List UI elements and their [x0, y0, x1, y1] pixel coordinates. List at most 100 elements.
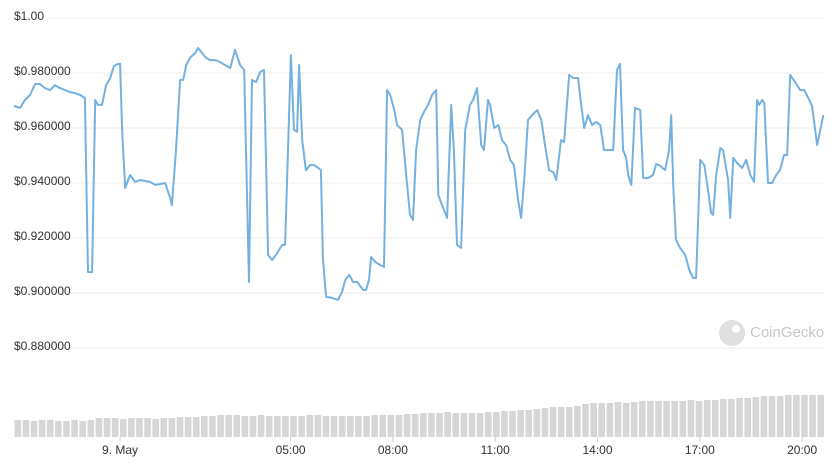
watermark-logo — [719, 320, 745, 346]
volume-bar — [817, 395, 824, 437]
watermark-logo-eye — [732, 325, 740, 333]
watermark-text: CoinGecko — [750, 324, 824, 341]
volume-bar — [136, 418, 143, 437]
volume-bar — [476, 413, 484, 437]
volume-bar — [525, 410, 533, 437]
volume-bar — [176, 417, 184, 437]
volume-bar — [71, 420, 78, 437]
volume-bar — [290, 416, 297, 437]
volume-bar — [338, 416, 346, 437]
volume-bar — [103, 418, 111, 437]
volume-bar — [111, 418, 119, 437]
volume-bar — [549, 407, 557, 437]
volume-bar — [14, 420, 22, 437]
volume-bar — [533, 409, 541, 437]
volume-bar — [233, 415, 241, 437]
volume-bar — [87, 420, 95, 437]
volume-bar — [501, 411, 508, 437]
volume-bar — [420, 413, 427, 437]
volume-bar — [663, 401, 670, 437]
volume-bar — [387, 415, 395, 437]
volume-bar — [209, 416, 216, 437]
volume-bar — [411, 414, 419, 437]
x-tick-label: 14:00 — [583, 443, 613, 457]
volume-bar — [306, 415, 314, 437]
volume-bar — [152, 419, 159, 437]
volume-bar — [444, 412, 451, 437]
price-line — [13, 47, 825, 301]
x-tick-label: 11:00 — [481, 443, 510, 457]
volume-bar — [428, 413, 435, 437]
volume-bar — [582, 404, 589, 437]
y-tick-label: $0.920000 — [14, 229, 71, 243]
volume-bar — [168, 418, 176, 437]
volume-bar — [801, 395, 808, 437]
volume-chart — [14, 395, 824, 437]
y-tick-label: $1.00 — [14, 9, 44, 23]
x-tick-label: 08:00 — [378, 443, 408, 457]
volume-bar — [679, 401, 687, 437]
volume-bar — [711, 400, 719, 437]
volume-bar — [565, 407, 573, 437]
volume-bar — [38, 420, 46, 437]
volume-bar — [728, 399, 735, 437]
volume-bar — [22, 420, 30, 437]
volume-bar — [720, 399, 727, 437]
x-tick-label: 05:00 — [276, 443, 306, 457]
volume-bar — [119, 419, 127, 437]
y-tick-label: $0.980000 — [14, 64, 71, 78]
volume-bar — [517, 410, 524, 437]
x-tick-label: 17:00 — [685, 443, 715, 457]
watermark: CoinGecko — [719, 320, 824, 346]
volume-bar — [671, 401, 679, 437]
volume-bar — [274, 416, 281, 437]
y-tick-label: $0.900000 — [14, 284, 71, 298]
volume-bar — [541, 408, 549, 437]
volume-bar — [144, 418, 151, 437]
volume-bar — [395, 415, 403, 437]
volume-bar — [460, 413, 468, 437]
volume-bar — [655, 401, 662, 437]
volume-bar — [776, 396, 784, 437]
volume-bar — [184, 417, 192, 437]
volume-bar — [557, 407, 565, 437]
volume-bar — [492, 412, 500, 437]
volume-bar — [638, 401, 646, 437]
volume-bar — [452, 413, 460, 437]
volume-bar — [687, 400, 695, 437]
volume-bar — [752, 397, 760, 437]
volume-bar — [217, 415, 224, 437]
volume-bar — [128, 418, 135, 437]
volume-bar — [379, 415, 387, 437]
volume-bar — [265, 416, 273, 437]
volume-bar — [695, 401, 703, 437]
volume-bar — [79, 421, 86, 437]
volume-bar — [574, 406, 581, 437]
y-tick-label: $0.960000 — [14, 119, 71, 133]
volume-bar — [95, 418, 103, 437]
volume-bar — [63, 421, 70, 437]
volume-bar — [322, 416, 330, 437]
y-tick-label: $0.880000 — [14, 339, 71, 353]
volume-bar — [436, 413, 443, 437]
volume-bar — [598, 403, 606, 437]
volume-bar — [793, 395, 800, 437]
volume-bar — [760, 396, 768, 437]
volume-bar — [736, 398, 743, 437]
volume-bar — [484, 412, 492, 437]
x-tick-label: 20:00 — [787, 443, 817, 457]
volume-bar — [703, 400, 711, 437]
volume-bar — [355, 416, 362, 437]
volume-bar — [371, 415, 378, 437]
volume-bar — [784, 395, 792, 437]
volume-bar — [403, 414, 411, 437]
volume-bar — [590, 403, 597, 437]
volume-bar — [330, 416, 338, 437]
price-chart: $1.00 $0.980000 $0.960000 $0.940000 $0.92000… — [13, 9, 825, 457]
volume-bar — [201, 416, 208, 437]
volume-bar — [298, 416, 305, 437]
volume-bar — [647, 401, 654, 437]
volume-bar — [606, 403, 614, 437]
